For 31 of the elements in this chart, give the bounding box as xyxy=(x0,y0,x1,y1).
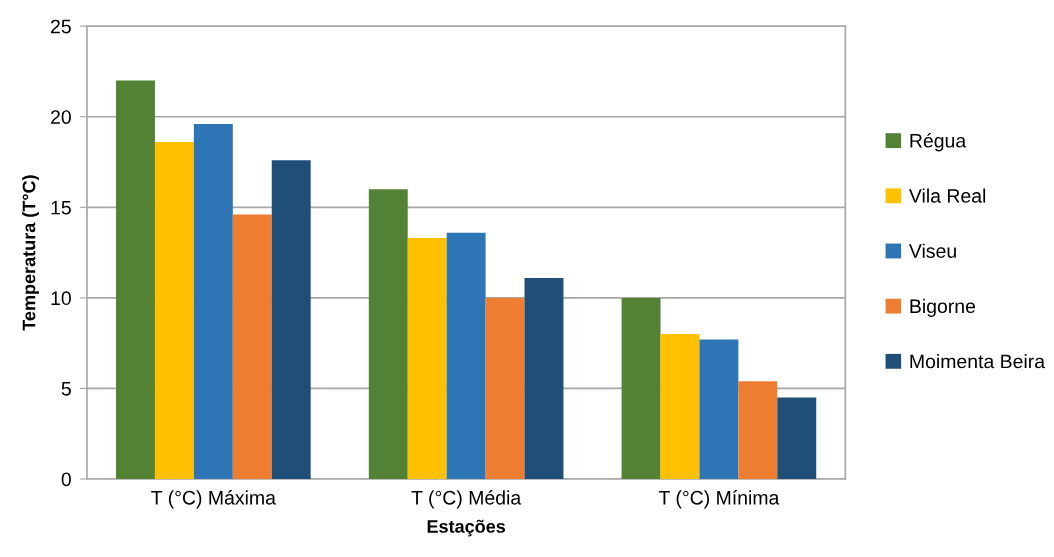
bar xyxy=(407,238,447,480)
bar xyxy=(271,160,311,480)
legend-label: Vila Real xyxy=(908,188,986,203)
bar xyxy=(193,123,233,480)
x-tick-label: T (°C) Máxima xyxy=(151,490,276,509)
bar xyxy=(621,297,661,480)
bar xyxy=(699,339,739,480)
y-tick-label: 0 xyxy=(61,472,71,487)
y-axis-title: Temperatura (T°C) xyxy=(22,175,39,331)
bar xyxy=(232,214,272,480)
bar xyxy=(368,189,408,480)
bar xyxy=(777,397,817,480)
legend-label: Viseu xyxy=(908,243,956,258)
y-tick-label: 5 xyxy=(61,382,71,396)
y-tick-label: 10 xyxy=(51,291,71,306)
x-axis-title: Estações xyxy=(427,519,506,537)
bar xyxy=(485,297,525,480)
y-tick-label: 20 xyxy=(51,110,71,124)
bar xyxy=(154,142,194,480)
legend-label: Moimenta Beira xyxy=(910,354,1046,369)
bar xyxy=(660,334,700,480)
y-tick-label: 15 xyxy=(51,200,71,215)
x-tick-label: T (°C) Mínima xyxy=(658,490,780,509)
bar xyxy=(116,80,155,480)
x-tick-label: T (°C) Média xyxy=(411,490,522,509)
bar xyxy=(446,232,486,480)
bar xyxy=(524,277,564,480)
bar xyxy=(738,381,778,480)
y-tick-label: 25 xyxy=(51,19,71,34)
legend-label: Régua xyxy=(910,133,967,152)
legend-label: Bigorne xyxy=(910,298,976,317)
